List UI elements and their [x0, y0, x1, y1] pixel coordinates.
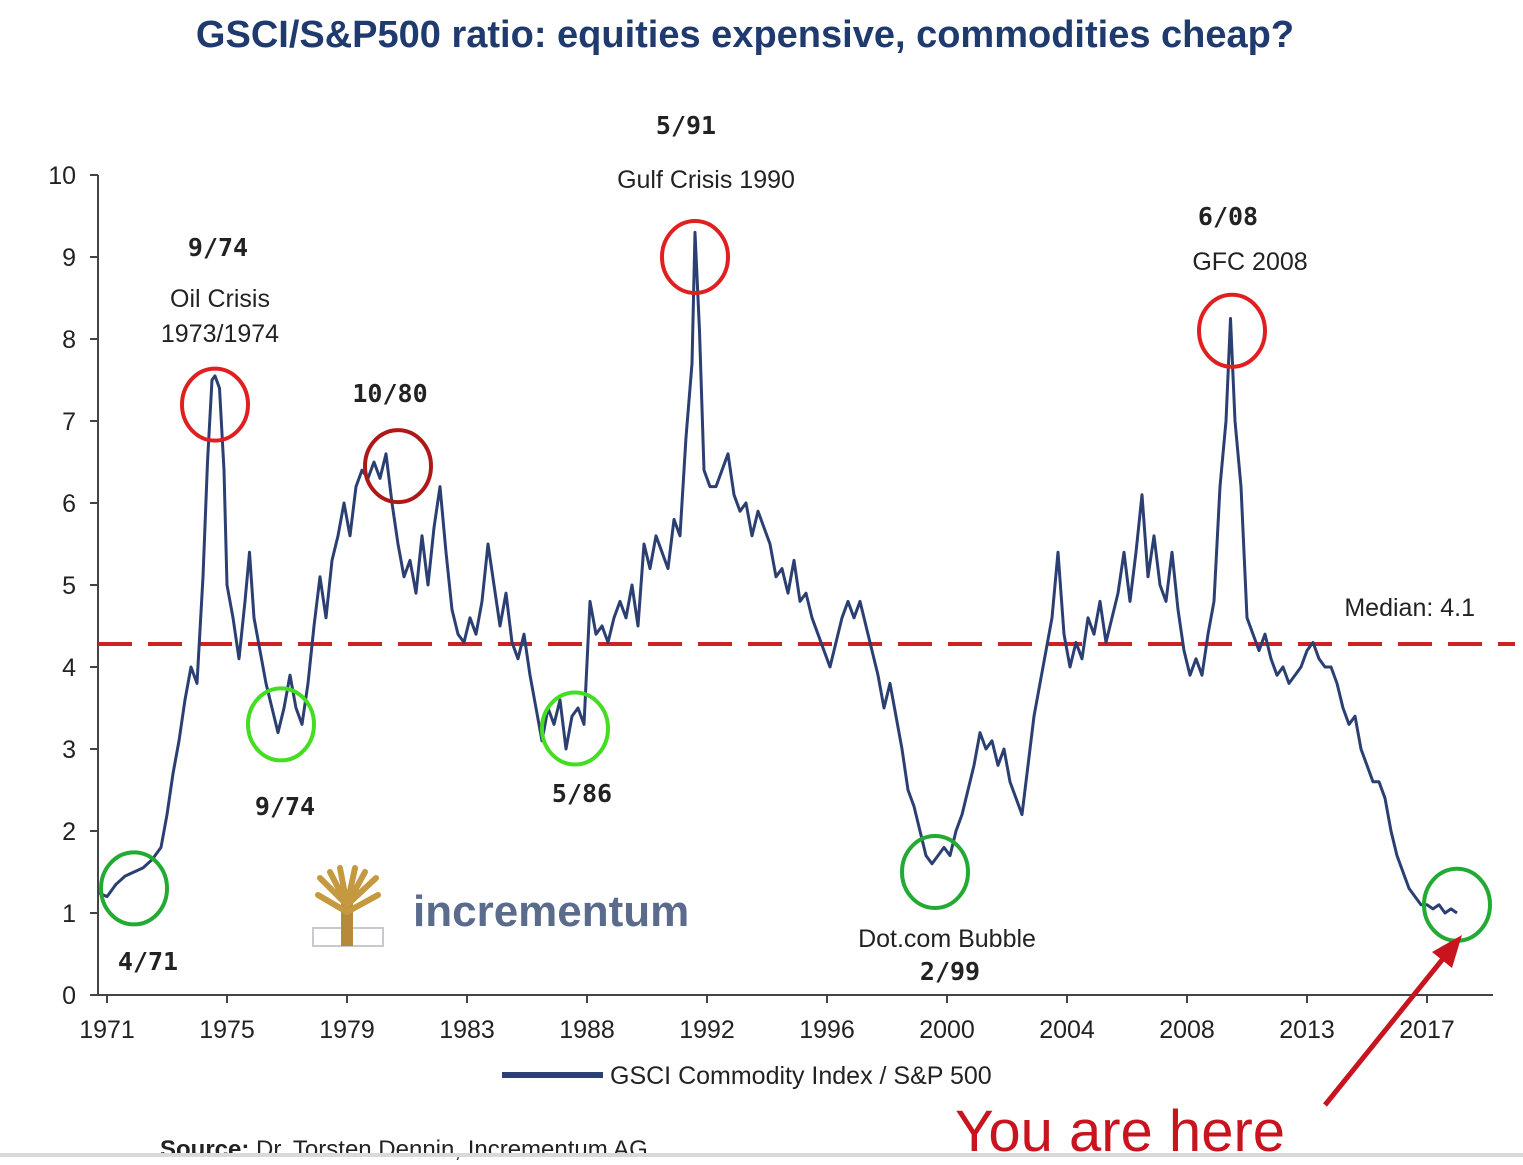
annotation-circles [99, 219, 1492, 943]
x-tick-label: 1983 [439, 1016, 495, 1044]
x-tick-label: 1979 [319, 1016, 375, 1044]
annotation-event-6: Dot.com Bubble [858, 925, 1036, 953]
y-tick-label: 0 [62, 982, 76, 1010]
annotation-circle-2 [246, 686, 316, 763]
x-tick-label: 2013 [1279, 1016, 1335, 1044]
source-label: Source: [160, 1136, 250, 1163]
median-line: Median: 4.1 [98, 594, 1515, 647]
y-tick-label: 7 [62, 408, 76, 436]
y-tick-label: 5 [62, 572, 76, 600]
series-line-gsci-sp500 [97, 230, 1458, 915]
legend: GSCI Commodity Index / S&P 500 [502, 1062, 992, 1090]
y-tick-label: 3 [62, 736, 76, 764]
x-tick-label: 2004 [1039, 1016, 1095, 1044]
annotation-date-6: 2/99 [920, 957, 980, 986]
annotation-date-5: 5/91 [656, 111, 716, 140]
logo-text: incrementum [413, 887, 689, 936]
bottom-divider [0, 1153, 1523, 1157]
median-label: Median: 4.1 [1344, 594, 1475, 622]
annotation-circle-3 [363, 428, 433, 505]
incrementum-logo: incrementum [312, 865, 689, 947]
annotation-circle-7 [1197, 292, 1267, 369]
x-tick-label: 1975 [199, 1016, 255, 1044]
annotation-date-1: 9/74 [188, 233, 248, 262]
y-tick-label: 1 [62, 900, 76, 928]
annotation-date-3: 10/80 [352, 379, 427, 408]
tree-icon [312, 865, 384, 947]
x-tick-label: 1996 [799, 1016, 855, 1044]
annotation-date-2: 9/74 [255, 792, 315, 821]
callout-arrow [1323, 935, 1462, 1107]
source-text: Dr. Torsten Dennin, Incrementum AG [256, 1136, 648, 1163]
annotation-circle-6 [900, 834, 970, 910]
x-tick-label: 2000 [919, 1016, 975, 1044]
annotation-event-5: Gulf Crisis 1990 [617, 166, 795, 194]
annotation-circle-4 [540, 690, 610, 767]
chart-title: GSCI/S&P500 ratio: equities expensive, c… [195, 14, 1295, 56]
legend-label: GSCI Commodity Index / S&P 500 [610, 1062, 992, 1090]
y-tick-label: 2 [62, 818, 76, 846]
y-tick-label: 8 [62, 326, 76, 354]
x-tick-label: 2017 [1399, 1016, 1455, 1044]
annotation-date-4: 5/86 [552, 779, 612, 808]
x-tick-label: 1971 [79, 1016, 135, 1044]
y-tick-label: 10 [48, 162, 76, 190]
y-tick-label: 6 [62, 490, 76, 518]
annotation-circle-5 [660, 219, 730, 295]
x-tick-label: 1992 [679, 1016, 735, 1044]
annotation-event-7: GFC 2008 [1192, 248, 1307, 276]
annotation-event-1: Oil Crisis [170, 285, 270, 313]
annotation-circle-1 [180, 366, 250, 443]
annotation-circle-0 [99, 850, 169, 927]
series-layer [97, 230, 1458, 915]
x-tick-label: 2008 [1159, 1016, 1215, 1044]
annotation-date-7: 6/08 [1198, 202, 1258, 231]
y-tick-label: 4 [62, 654, 76, 682]
axes: 0 1 2 3 4 5 6 7 8 9 10 1971 1975 1979 1983 1988 1992 1996… [48, 162, 1493, 1044]
annotation-date-0: 4/71 [118, 947, 178, 976]
x-tick-label: 1988 [559, 1016, 615, 1044]
annotation-labels: 4/71 9/74 Oil Crisis 1973/1974 9/74 10/80 5/86… [118, 111, 1308, 986]
source-note: Source: Dr. Torsten Dennin, Incrementum … [160, 1136, 648, 1164]
y-tick-label: 9 [62, 244, 76, 272]
annotation-event2-1: 1973/1974 [161, 320, 279, 348]
annotation-circle-8 [1422, 866, 1492, 943]
